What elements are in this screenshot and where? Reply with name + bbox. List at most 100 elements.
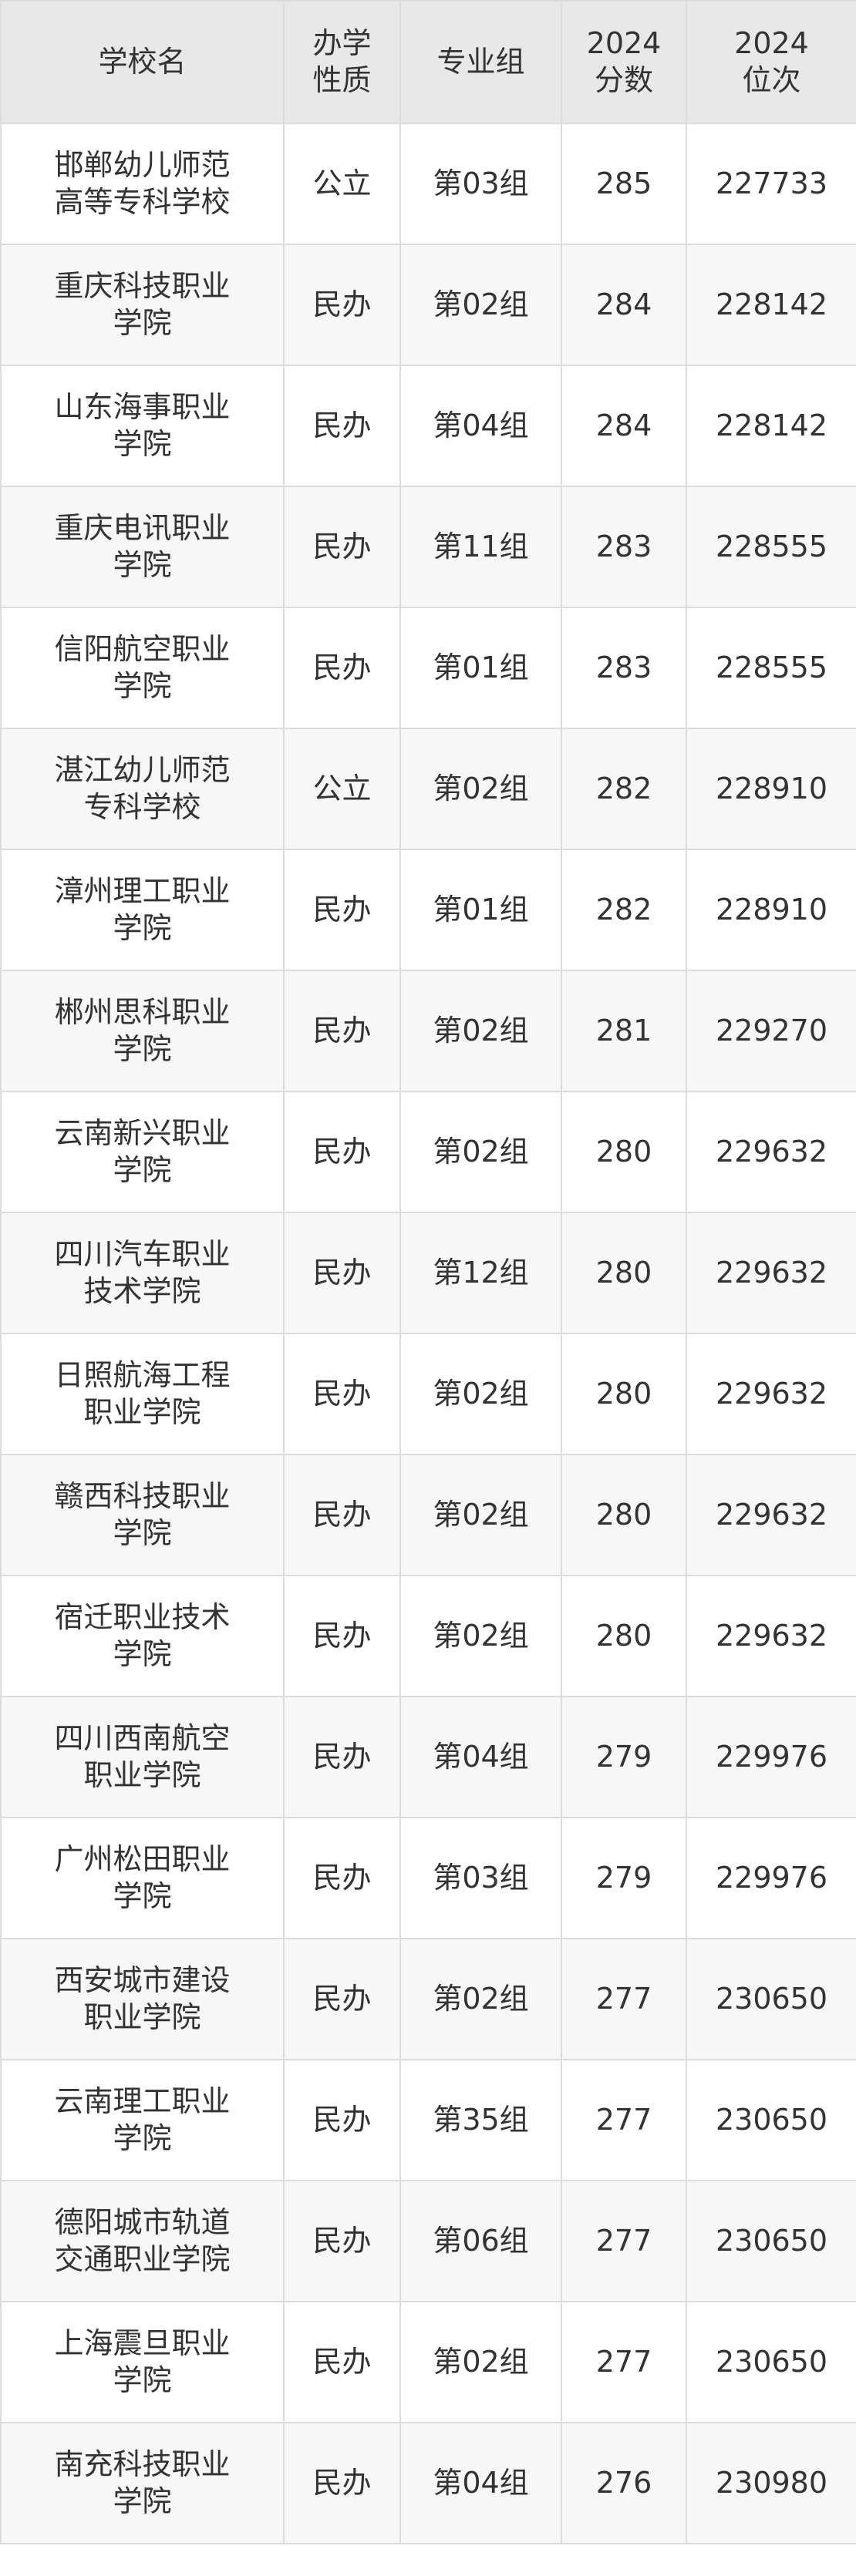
table-cell: 广州松田职业学院	[0, 1817, 285, 1939]
table-cell: 第01组	[399, 849, 562, 971]
table-cell: 重庆科技职业学院	[0, 244, 285, 366]
table-cell: 230980	[686, 2422, 856, 2544]
cell-text: 280	[595, 1134, 652, 1169]
cell-text: 民办	[312, 529, 372, 563]
cell-text: 283	[595, 650, 652, 684]
cell-text: 228910	[715, 892, 828, 926]
table-cell: 民办	[283, 607, 401, 729]
table-cell: 重庆电讯职业学院	[0, 486, 285, 608]
cell-text: 第01组	[433, 650, 529, 684]
table-cell: 277	[561, 2059, 687, 2181]
table-cell: 228910	[686, 849, 856, 971]
table-cell: 云南新兴职业学院	[0, 1091, 285, 1213]
table-cell: 230650	[686, 2059, 856, 2181]
school-name: 山东海事职业学院	[54, 390, 231, 461]
table-row: 德阳城市轨道交通职业学院 民办 第06组 277 230650	[0, 2180, 856, 2302]
table-cell: 285	[561, 123, 687, 245]
table-cell: 第02组	[399, 244, 562, 366]
cell-text: 228142	[715, 287, 828, 321]
table-cell: 282	[561, 849, 687, 971]
school-name: 信阳航空职业学院	[54, 632, 231, 703]
table-cell: 民办	[283, 486, 401, 608]
school-name: 云南新兴职业学院	[54, 1116, 231, 1187]
cell-text: 民办	[312, 1739, 372, 1774]
table-body: 邯郸幼儿师范高等专科学校 公立 第03组 285 227733 重庆科技职业学院 民办 第02…	[0, 123, 856, 2544]
table-cell: 第04组	[399, 1696, 562, 1818]
header-row: 学校名 办学 性质 专业组 2024 分数 2024 位次	[0, 0, 856, 124]
table-cell: 282	[561, 728, 687, 850]
cell-text: 228142	[715, 408, 828, 442]
table-row: 山东海事职业学院 民办 第04组 284 228142	[0, 365, 856, 487]
school-name: 四川汽车职业技术学院	[54, 1237, 231, 1308]
table-cell: 西安城市建设职业学院	[0, 1938, 285, 2060]
cell-text: 第02组	[433, 1376, 529, 1411]
table-cell: 229632	[686, 1333, 856, 1455]
school-name: 日照航海工程职业学院	[54, 1358, 231, 1429]
table-cell: 漳州理工职业学院	[0, 849, 285, 971]
table-cell: 德阳城市轨道交通职业学院	[0, 2180, 285, 2302]
table-cell: 公立	[283, 728, 401, 850]
cell-text: 228555	[715, 650, 828, 684]
cell-text: 284	[595, 287, 652, 321]
table-cell: 283	[561, 486, 687, 608]
table-cell: 第02组	[399, 1091, 562, 1213]
cell-text: 229632	[715, 1134, 828, 1169]
table-cell: 228555	[686, 486, 856, 608]
table-cell: 284	[561, 365, 687, 487]
header-cell: 专业组	[399, 0, 562, 124]
cell-text: 民办	[312, 2465, 372, 2500]
cell-text: 282	[595, 771, 652, 805]
table-cell: 228142	[686, 365, 856, 487]
table-cell: 宿迁职业技术学院	[0, 1575, 285, 1697]
table-cell: 民办	[283, 365, 401, 487]
table-row: 西安城市建设职业学院 民办 第02组 277 230650	[0, 1938, 856, 2060]
table-cell: 民办	[283, 2180, 401, 2302]
cell-text: 282	[595, 892, 652, 926]
cell-text: 276	[595, 2465, 652, 2500]
cell-text: 民办	[312, 1134, 372, 1169]
table-row: 四川汽车职业技术学院 民办 第12组 280 229632	[0, 1212, 856, 1334]
cell-text: 第11组	[433, 529, 529, 563]
cell-text: 277	[595, 2344, 652, 2379]
cell-text: 第06组	[433, 2223, 529, 2258]
table-cell: 229632	[686, 1454, 856, 1576]
table-cell: 第03组	[399, 123, 562, 245]
cell-text: 第03组	[433, 166, 529, 200]
cell-text: 民办	[312, 1255, 372, 1290]
school-name: 云南理工职业学院	[54, 2084, 231, 2155]
table-cell: 229976	[686, 1696, 856, 1818]
cell-text: 229632	[715, 1497, 828, 1532]
table-cell: 第02组	[399, 1575, 562, 1697]
table-cell: 湛江幼儿师范专科学校	[0, 728, 285, 850]
cell-text: 280	[595, 1255, 652, 1290]
school-name: 德阳城市轨道交通职业学院	[54, 2205, 231, 2276]
table-cell: 280	[561, 1091, 687, 1213]
table-cell: 284	[561, 244, 687, 366]
cell-text: 第02组	[433, 1497, 529, 1532]
table-cell: 280	[561, 1333, 687, 1455]
table-cell: 南充科技职业学院	[0, 2422, 285, 2544]
table-cell: 第02组	[399, 2301, 562, 2423]
school-name: 宿迁职业技术学院	[54, 1600, 231, 1671]
table-cell: 民办	[283, 1091, 401, 1213]
table-cell: 第02组	[399, 1938, 562, 2060]
table-cell: 云南理工职业学院	[0, 2059, 285, 2181]
table-cell: 277	[561, 1938, 687, 2060]
table-cell: 民办	[283, 1696, 401, 1818]
table-row: 四川西南航空职业学院 民办 第04组 279 229976	[0, 1696, 856, 1818]
table-cell: 信阳航空职业学院	[0, 607, 285, 729]
table-cell: 第02组	[399, 1333, 562, 1455]
table-cell: 民办	[283, 970, 401, 1092]
cell-text: 227733	[715, 166, 828, 200]
cell-text: 民办	[312, 1618, 372, 1653]
cell-text: 民办	[312, 1860, 372, 1895]
cell-text: 228910	[715, 771, 828, 805]
table-cell: 280	[561, 1212, 687, 1334]
cell-text: 第02组	[433, 287, 529, 321]
table-cell: 第35组	[399, 2059, 562, 2181]
cell-text: 民办	[312, 2223, 372, 2258]
cell-text: 民办	[312, 1497, 372, 1532]
cell-text: 第03组	[433, 1860, 529, 1895]
table-cell: 第02组	[399, 728, 562, 850]
cell-text: 277	[595, 1981, 652, 2016]
